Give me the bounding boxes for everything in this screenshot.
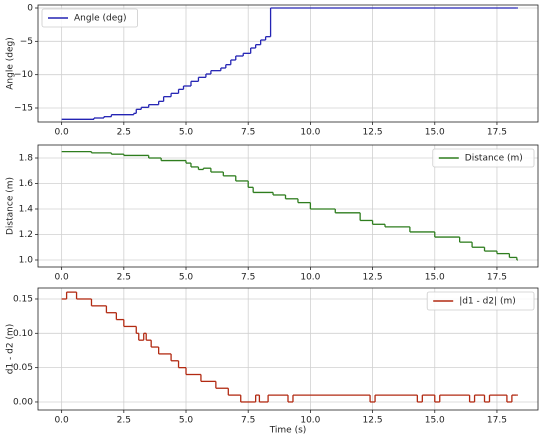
y-tick-label: 1.8 xyxy=(19,154,34,164)
x-tick-label: 2.5 xyxy=(117,128,131,138)
x-tick-label: 17.5 xyxy=(487,273,507,283)
y-axis-label: d1 - d2 (m) xyxy=(6,324,16,375)
x-tick-label: 12.5 xyxy=(363,128,383,138)
x-axis-label: Time (s) xyxy=(269,426,307,436)
y-tick-label: 1.6 xyxy=(19,179,34,189)
x-tick-label: 15.0 xyxy=(425,128,445,138)
y-tick-label: −10 xyxy=(14,70,33,80)
x-tick-label: 15.0 xyxy=(425,273,445,283)
x-tick-label: 10.0 xyxy=(300,128,320,138)
y-tick-label: 0.00 xyxy=(13,397,33,407)
x-tick-label: 2.5 xyxy=(117,416,131,426)
x-tick-label: 5.0 xyxy=(179,273,194,283)
y-tick-label: 1.2 xyxy=(19,230,33,240)
y-tick-label: 1.4 xyxy=(19,204,34,214)
y-tick-label: 0.15 xyxy=(13,294,33,304)
x-tick-label: 5.0 xyxy=(179,128,194,138)
y-tick-label: 0.05 xyxy=(13,363,33,373)
x-tick-label: 15.0 xyxy=(425,416,445,426)
y-tick-label: −5 xyxy=(20,37,33,47)
x-tick-label: 0.0 xyxy=(54,273,69,283)
legend-label: Distance (m) xyxy=(465,154,523,164)
y-tick-label: 0 xyxy=(27,4,33,14)
y-axis-label: Distance (m) xyxy=(6,177,16,235)
x-tick-label: 17.5 xyxy=(487,128,507,138)
y-tick-label: 0.10 xyxy=(13,329,33,339)
x-tick-label: 2.5 xyxy=(117,273,131,283)
legend-box xyxy=(41,8,138,28)
subplot: 0.0 2.5 5.0 7.5 10.0 12.5 15.0 17.5 1.0 1.2 1.4 1.6… xyxy=(6,144,539,283)
legend-label: |d1 - d2| (m) xyxy=(459,297,516,307)
x-tick-label: 10.0 xyxy=(300,273,320,283)
subplot: 0.0 2.5 5.0 7.5 10.0 12.5 15.0 17.5 0 −5 −10 −15 Ang… xyxy=(6,4,539,138)
x-tick-label: 7.5 xyxy=(241,416,255,426)
x-tick-label: 12.5 xyxy=(363,416,383,426)
legend-box xyxy=(432,148,535,168)
x-tick-label: 0.0 xyxy=(54,128,69,138)
axes-frame xyxy=(37,4,539,123)
x-tick-label: 7.5 xyxy=(241,273,255,283)
y-tick-label: 1.0 xyxy=(19,255,34,265)
x-tick-label: 12.5 xyxy=(363,273,383,283)
y-tick-label: −15 xyxy=(14,104,33,114)
x-tick-label: 17.5 xyxy=(487,416,507,426)
axes-frame xyxy=(37,144,539,268)
x-tick-label: 0.0 xyxy=(54,416,69,426)
legend-box xyxy=(426,291,535,311)
x-tick-label: 10.0 xyxy=(300,416,320,426)
x-tick-label: 5.0 xyxy=(179,416,194,426)
x-tick-label: 7.5 xyxy=(241,128,255,138)
subplot: 0.0 2.5 5.0 7.5 10.0 12.5 15.0 17.5 0.00 0.05 0.10… xyxy=(6,287,539,436)
legend-label: Angle (deg) xyxy=(74,14,126,24)
axes-frame xyxy=(37,287,539,411)
y-axis-label: Angle (deg) xyxy=(6,37,16,89)
